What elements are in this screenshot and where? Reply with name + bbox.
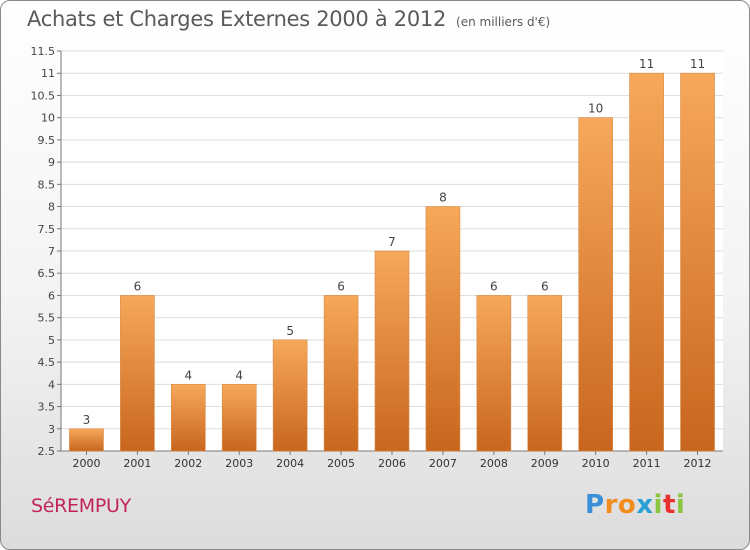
bar-value-label: 3 — [83, 413, 91, 427]
bar-value-label: 7 — [388, 235, 396, 249]
x-tick-label: 2012 — [684, 457, 712, 470]
bar — [374, 250, 410, 452]
y-tick-label: 9.5 — [38, 134, 56, 147]
y-tick-label: 10 — [41, 112, 55, 125]
y-tick-label: 5.5 — [38, 312, 56, 325]
x-tick-label: 2010 — [582, 457, 610, 470]
x-tick-label: 2006 — [378, 457, 406, 470]
y-tick-label: 9 — [48, 156, 55, 169]
y-tick-label: 7 — [48, 245, 55, 258]
bar-value-label: 10 — [588, 102, 603, 116]
bar — [476, 295, 512, 452]
chart-title-main: Achats et Charges Externes 2000 à 2012 — [27, 7, 447, 31]
bar-value-label: 4 — [184, 368, 192, 382]
bar — [120, 295, 155, 452]
bar-value-label: 5 — [286, 324, 294, 338]
x-tick-label: 2008 — [480, 457, 508, 470]
y-tick-label: 4 — [48, 378, 55, 391]
bar — [680, 72, 715, 452]
y-tick-label: 6.5 — [38, 267, 56, 280]
y-tick-label: 4.5 — [38, 356, 56, 369]
x-tick-label: 2011 — [633, 457, 661, 470]
bar-value-label: 4 — [235, 368, 243, 382]
y-tick-label: 11 — [41, 67, 55, 80]
bar — [425, 206, 461, 452]
y-tick-label: 8 — [48, 201, 55, 214]
bar-value-label: 11 — [639, 57, 654, 71]
x-tick-label: 2005 — [327, 457, 355, 470]
bar-value-label: 6 — [541, 279, 549, 293]
bar — [69, 428, 104, 452]
bar — [272, 339, 308, 452]
proxiti-logo: Proxiti — [585, 490, 686, 520]
bar-value-label: 6 — [134, 279, 142, 293]
y-tick-label: 11.5 — [31, 45, 56, 58]
y-tick-label: 8.5 — [38, 178, 56, 191]
y-tick-label: 6 — [48, 289, 55, 302]
bar — [323, 295, 359, 452]
y-tick-label: 7.5 — [38, 223, 56, 236]
bar — [629, 72, 664, 452]
x-tick-label: 2001 — [123, 457, 151, 470]
x-tick-label: 2007 — [429, 457, 457, 470]
x-tick-label: 2002 — [174, 457, 202, 470]
x-tick-label: 2009 — [531, 457, 559, 470]
y-tick-label: 10.5 — [31, 89, 56, 102]
x-tick-label: 2000 — [72, 457, 100, 470]
bar — [578, 117, 613, 452]
y-tick-label: 3 — [48, 423, 55, 436]
x-tick-label: 2004 — [276, 457, 304, 470]
bar — [171, 384, 206, 452]
y-tick-label: 2.5 — [38, 445, 56, 458]
bar-value-label: 11 — [690, 57, 705, 71]
y-tick-label: 3.5 — [38, 401, 56, 414]
bar — [221, 384, 257, 452]
bar-value-label: 6 — [490, 279, 498, 293]
bar-value-label: 6 — [337, 279, 345, 293]
bar-layer — [69, 72, 715, 452]
label-layer: 2.5 3 3.5 4 4.5 5 5.5 6 6.5 7 7.5 8 8.5 9 9.5 10 10.5 11 1… — [31, 45, 712, 470]
x-tick-label: 2003 — [225, 457, 253, 470]
chart-title: Achats et Charges Externes 2000 à 2012 (e… — [27, 7, 550, 31]
chart-title-unit: (en milliers d'€) — [456, 15, 551, 29]
bar-value-label: 8 — [439, 191, 447, 205]
commune-name: SéREMPUY — [31, 495, 131, 517]
bar — [527, 295, 563, 452]
y-tick-label: 5 — [48, 334, 55, 347]
